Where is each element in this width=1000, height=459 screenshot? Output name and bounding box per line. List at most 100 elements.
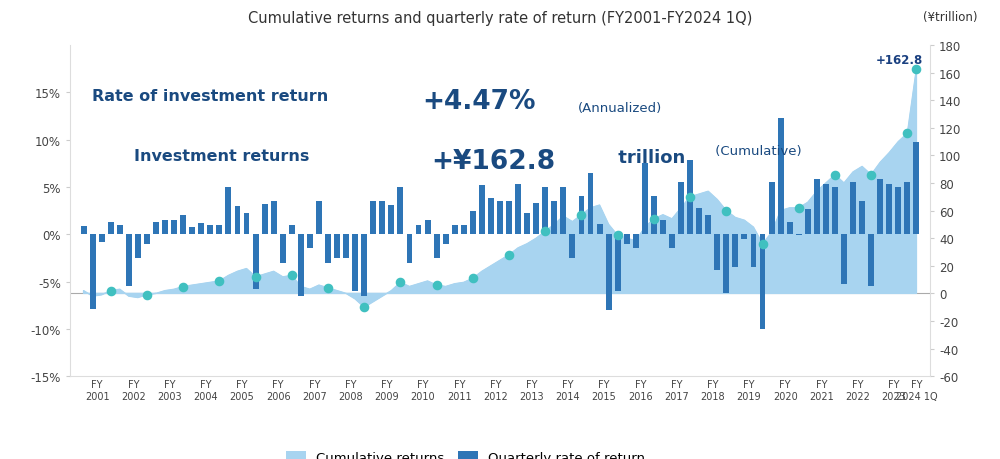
Bar <box>524 214 530 235</box>
Bar <box>751 235 756 268</box>
Bar <box>624 235 630 244</box>
Bar <box>416 225 421 235</box>
Bar <box>705 216 711 235</box>
Bar <box>814 180 820 235</box>
Point <box>465 275 481 282</box>
Point <box>610 232 626 240</box>
Text: Rate of investment return: Rate of investment return <box>92 89 333 104</box>
Bar <box>850 183 856 235</box>
Text: +4.47%: +4.47% <box>423 89 536 115</box>
Point <box>211 278 227 285</box>
Point <box>320 285 336 292</box>
Bar <box>370 202 376 235</box>
Bar <box>207 225 213 235</box>
Bar <box>316 202 322 235</box>
Bar <box>678 183 684 235</box>
Bar <box>569 235 575 258</box>
Text: (Cumulative): (Cumulative) <box>711 145 801 158</box>
Bar <box>886 185 892 235</box>
Text: trillion: trillion <box>612 148 685 166</box>
Bar <box>135 235 141 258</box>
Bar <box>280 235 286 263</box>
Text: (Annualized): (Annualized) <box>577 102 662 115</box>
Bar <box>904 183 910 235</box>
Bar <box>235 207 240 235</box>
Point <box>791 205 807 212</box>
Bar <box>198 224 204 235</box>
Bar <box>298 235 304 296</box>
Bar <box>81 226 87 235</box>
Bar <box>126 235 132 287</box>
Text: Investment returns: Investment returns <box>134 148 316 163</box>
Bar <box>913 143 919 235</box>
Bar <box>488 199 494 235</box>
Bar <box>805 209 811 235</box>
Bar <box>262 205 268 235</box>
Bar <box>497 202 503 235</box>
Bar <box>479 185 485 235</box>
Bar <box>461 225 467 235</box>
Point <box>392 279 408 286</box>
Bar <box>162 221 168 235</box>
Point <box>682 194 698 201</box>
Bar <box>325 235 331 263</box>
Bar <box>877 180 883 235</box>
Bar <box>778 118 784 235</box>
Bar <box>307 235 313 249</box>
Text: +162.8: +162.8 <box>876 54 923 67</box>
Bar <box>633 235 639 249</box>
Bar <box>244 214 249 235</box>
Bar <box>361 235 367 296</box>
Bar <box>579 197 584 235</box>
Bar <box>895 188 901 235</box>
Bar <box>533 204 539 235</box>
Point <box>356 304 372 311</box>
Bar <box>741 235 747 240</box>
Bar <box>117 225 123 235</box>
Text: (¥trillion): (¥trillion) <box>924 11 978 24</box>
Point <box>501 252 517 259</box>
Bar <box>723 235 729 293</box>
Bar <box>841 235 847 285</box>
Bar <box>253 235 259 290</box>
Point <box>899 130 915 138</box>
Bar <box>425 221 431 235</box>
Bar <box>660 221 666 235</box>
Bar <box>859 202 865 235</box>
Point <box>863 172 879 179</box>
Bar <box>289 225 295 235</box>
Bar <box>868 235 874 287</box>
Bar <box>714 235 720 271</box>
Bar <box>560 188 566 235</box>
Bar <box>443 235 449 244</box>
Bar <box>171 221 177 235</box>
Text: Cumulative returns and quarterly rate of return (FY2001-FY2024 1Q): Cumulative returns and quarterly rate of… <box>248 11 752 27</box>
Bar <box>216 225 222 235</box>
Bar <box>343 235 349 258</box>
Point <box>139 291 155 299</box>
Bar <box>642 164 648 235</box>
Bar <box>470 211 476 235</box>
Bar <box>144 235 150 244</box>
Bar <box>189 227 195 235</box>
Bar <box>542 188 548 235</box>
Bar <box>379 202 385 235</box>
Bar <box>452 225 458 235</box>
Bar <box>760 235 765 329</box>
Bar <box>615 235 621 291</box>
Bar <box>606 235 612 310</box>
Point <box>175 283 191 291</box>
Bar <box>651 197 657 235</box>
Bar <box>225 188 231 235</box>
Point <box>284 272 300 280</box>
Bar <box>669 235 675 249</box>
Point <box>537 228 553 235</box>
Bar <box>153 223 159 235</box>
Bar <box>334 235 340 258</box>
Point <box>718 207 734 215</box>
Point <box>573 212 589 219</box>
Text: +¥162.8: +¥162.8 <box>431 148 555 174</box>
Bar <box>515 185 521 235</box>
Point <box>908 66 924 73</box>
Bar <box>388 206 394 235</box>
